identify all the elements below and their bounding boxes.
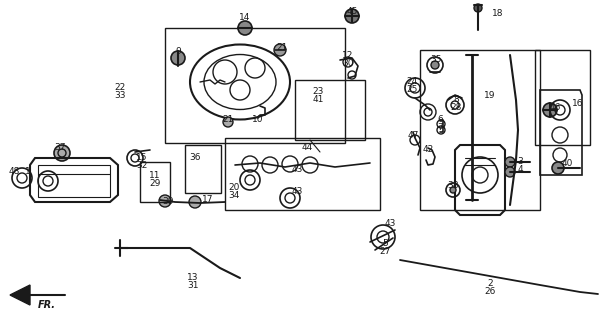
Text: 43: 43 — [384, 220, 396, 228]
Text: 23: 23 — [312, 87, 324, 97]
Text: 21: 21 — [276, 44, 288, 52]
Text: 27: 27 — [379, 247, 390, 257]
Bar — [38, 165, 110, 197]
Text: 28: 28 — [450, 103, 462, 113]
Text: 10: 10 — [253, 116, 264, 124]
Text: 20: 20 — [228, 183, 240, 193]
Text: 34: 34 — [228, 191, 240, 201]
Text: 48: 48 — [9, 167, 20, 177]
Text: 46: 46 — [550, 103, 561, 113]
Circle shape — [274, 44, 286, 56]
Text: 22: 22 — [115, 84, 126, 92]
Text: 4: 4 — [517, 165, 523, 174]
Text: 12: 12 — [342, 52, 354, 60]
Text: 17: 17 — [203, 196, 214, 204]
Text: 2: 2 — [487, 279, 493, 289]
Text: 16: 16 — [572, 100, 584, 108]
Text: 35: 35 — [430, 55, 442, 65]
Text: 13: 13 — [187, 274, 199, 283]
Text: 25: 25 — [406, 85, 418, 94]
Text: FR.: FR. — [38, 300, 56, 310]
Bar — [165, 28, 345, 143]
Text: 5: 5 — [382, 239, 388, 249]
Text: 43: 43 — [292, 165, 303, 174]
Text: 19: 19 — [484, 91, 496, 100]
Bar — [225, 138, 380, 210]
Bar — [185, 145, 221, 193]
Bar — [535, 50, 590, 145]
Text: 38: 38 — [447, 181, 459, 190]
Text: 15: 15 — [136, 154, 148, 163]
Circle shape — [474, 4, 482, 12]
Text: 26: 26 — [484, 287, 496, 297]
Circle shape — [505, 157, 515, 167]
Text: 29: 29 — [149, 180, 160, 188]
Text: 31: 31 — [187, 282, 199, 291]
Text: 3: 3 — [517, 157, 523, 166]
Text: 9: 9 — [175, 47, 181, 57]
Circle shape — [431, 61, 439, 69]
Text: 8: 8 — [453, 95, 459, 105]
Text: 11: 11 — [149, 172, 161, 180]
Text: 1: 1 — [25, 167, 31, 177]
Circle shape — [450, 187, 456, 193]
Circle shape — [54, 145, 70, 161]
Circle shape — [345, 9, 359, 23]
Text: 41: 41 — [312, 95, 324, 105]
Circle shape — [223, 117, 233, 127]
Text: 37: 37 — [54, 143, 66, 153]
Text: 18: 18 — [492, 10, 504, 19]
Text: 39: 39 — [162, 197, 174, 206]
Bar — [420, 50, 540, 210]
Text: 24: 24 — [406, 77, 418, 86]
Text: 47: 47 — [407, 131, 418, 140]
Circle shape — [543, 103, 557, 117]
Text: 6: 6 — [437, 116, 443, 124]
Circle shape — [552, 162, 564, 174]
Text: 33: 33 — [114, 92, 126, 100]
Text: 7: 7 — [437, 124, 443, 132]
Circle shape — [505, 167, 515, 177]
Text: 43: 43 — [292, 188, 303, 196]
Circle shape — [189, 196, 201, 208]
Circle shape — [159, 195, 171, 207]
Text: 14: 14 — [239, 13, 251, 22]
Text: 42: 42 — [422, 146, 434, 155]
Polygon shape — [10, 285, 30, 305]
Bar — [295, 80, 365, 140]
Text: 40: 40 — [561, 159, 573, 169]
Text: 45: 45 — [346, 7, 357, 17]
Text: 21: 21 — [222, 116, 234, 124]
Circle shape — [171, 51, 185, 65]
Bar — [140, 162, 170, 202]
Text: 44: 44 — [301, 143, 312, 153]
Text: 36: 36 — [189, 154, 201, 163]
Text: 30: 30 — [342, 60, 354, 68]
Circle shape — [238, 21, 252, 35]
Text: 32: 32 — [136, 162, 148, 171]
